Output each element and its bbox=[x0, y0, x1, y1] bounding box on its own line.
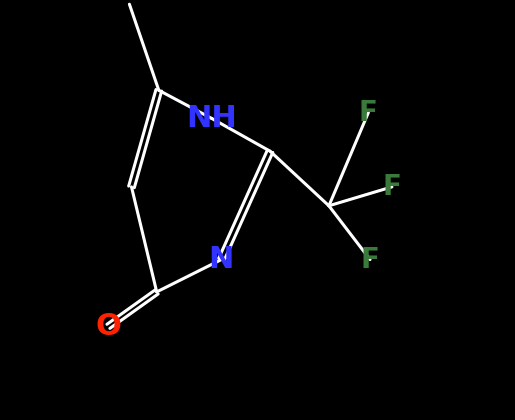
Text: N: N bbox=[209, 245, 234, 274]
Text: F: F bbox=[383, 173, 401, 201]
Text: O: O bbox=[95, 312, 122, 341]
Text: F: F bbox=[359, 99, 378, 126]
Text: NH: NH bbox=[186, 104, 237, 133]
Text: F: F bbox=[360, 246, 380, 273]
